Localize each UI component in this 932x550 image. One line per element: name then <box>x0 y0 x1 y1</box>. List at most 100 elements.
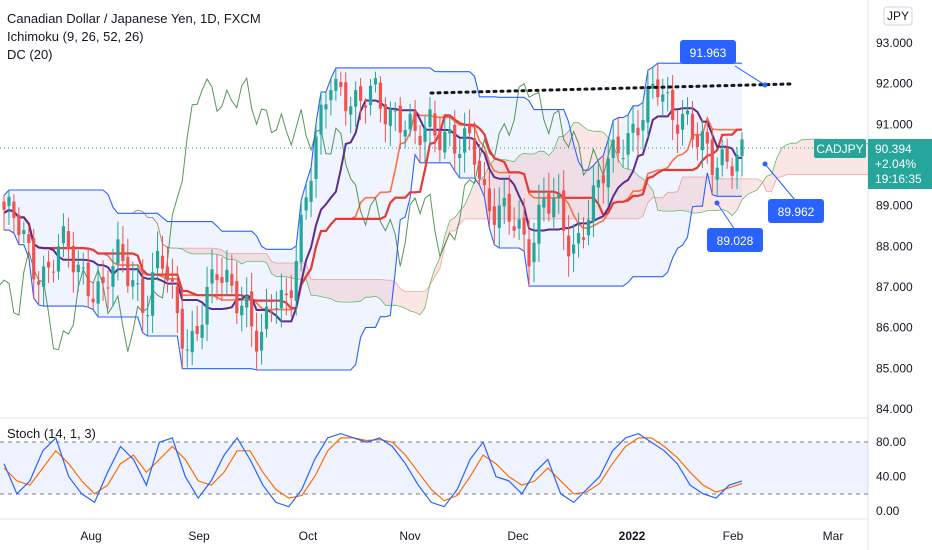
candle-body <box>195 326 199 335</box>
candle-body <box>235 280 239 314</box>
time-tick-label: Dec <box>507 529 528 543</box>
candle-body <box>309 180 313 202</box>
price-tick-label: 91.000 <box>876 117 913 131</box>
candle-body <box>131 280 135 287</box>
candle-body <box>497 205 501 228</box>
symbol-tag-box <box>814 139 866 158</box>
candle-body <box>571 244 576 254</box>
candle-body <box>542 197 546 208</box>
candle-body <box>279 289 283 309</box>
price-tick-label: 92.000 <box>876 77 913 91</box>
indicator-ichimoku-label[interactable]: Ichimoku (9, 26, 52, 26) <box>7 29 144 44</box>
callout-91963[interactable]: 91.963 <box>680 40 736 64</box>
candle-body <box>116 239 120 264</box>
stoch-title[interactable]: Stoch (14, 1, 3) <box>7 426 96 441</box>
price-tick-label: 88.000 <box>876 239 913 253</box>
candle-body <box>487 188 491 212</box>
candle-body <box>205 286 209 325</box>
candle-body <box>42 266 46 287</box>
currency-badge[interactable]: JPY <box>883 6 913 26</box>
candle-body <box>150 272 155 316</box>
candle-body <box>522 217 526 235</box>
callout-box <box>680 40 736 64</box>
callout-label: 89.028 <box>717 234 754 248</box>
candle-body <box>631 123 635 133</box>
chikou-span-line <box>0 76 614 352</box>
candle-body <box>250 291 254 327</box>
candle-body <box>210 269 214 284</box>
senkou-span-a-line <box>132 122 871 316</box>
candle-body <box>141 278 145 313</box>
candle-body <box>136 283 140 285</box>
price-tick-label: 89.000 <box>876 199 913 213</box>
candle-body <box>175 286 179 314</box>
candle-body <box>646 87 650 123</box>
candle-body <box>349 106 353 115</box>
time-axis-ticks: Aug Sep Oct Nov Dec 2022 Feb Mar <box>80 529 843 543</box>
candle-body <box>155 250 160 269</box>
candle-body <box>368 85 373 106</box>
candle-body <box>12 201 16 218</box>
candle-body <box>507 193 511 222</box>
candle-body <box>438 130 442 151</box>
candle-body <box>91 298 95 303</box>
candle-body <box>264 306 269 329</box>
stoch-k-line <box>3 432 743 508</box>
price-tick-label: 87.000 <box>876 280 913 294</box>
callout-label: 89.962 <box>778 205 815 219</box>
candle-body <box>676 124 680 134</box>
price-tick-label: 86.000 <box>876 321 913 335</box>
indicator-lines <box>0 62 871 371</box>
candle-body <box>339 82 343 88</box>
symbol-price-tag[interactable]: CADJPY 90.394 +2.04% 19:16:35 <box>814 139 932 189</box>
candle-body <box>403 129 407 137</box>
candle-body <box>37 281 41 285</box>
candle-body <box>453 124 457 154</box>
candle-body <box>32 238 36 280</box>
candle-body <box>715 167 719 180</box>
candle-body <box>324 104 328 110</box>
candle-body <box>299 214 303 263</box>
candle-body <box>690 113 695 140</box>
candle-body <box>245 295 249 308</box>
candle-body <box>7 196 11 207</box>
candle-body <box>304 197 308 211</box>
candle-body <box>448 129 452 134</box>
candle-body <box>621 158 625 160</box>
candle-body <box>393 110 397 112</box>
candle-body <box>106 287 110 289</box>
candle-body <box>601 175 605 184</box>
change-label: +2.04% <box>875 157 916 171</box>
donchian-upper-line <box>3 62 742 250</box>
callout-89028[interactable]: 89.028 <box>707 228 763 252</box>
candle-body <box>616 136 620 154</box>
kijun-sen-line <box>3 114 742 310</box>
senkou-span-b-line <box>132 174 871 292</box>
candle-body <box>220 277 224 283</box>
candle-body <box>740 139 744 157</box>
last-price-label: 90.394 <box>875 142 912 156</box>
stoch-tick-label: 40.00 <box>876 470 906 484</box>
indicator-dc-label[interactable]: DC (20) <box>7 47 53 62</box>
time-tick-label: Nov <box>399 529 420 543</box>
candle-body <box>685 110 690 115</box>
candle-body <box>388 109 392 126</box>
candle-body <box>240 305 244 316</box>
candle-body <box>700 131 704 151</box>
candle-body <box>720 149 724 166</box>
countdown-label: 19:16:35 <box>875 172 922 186</box>
candle-body <box>576 233 581 244</box>
stoch-band <box>0 442 868 494</box>
candle-body <box>259 331 264 351</box>
candle-body <box>651 83 655 89</box>
currency-badge-box <box>883 6 913 26</box>
candle-body <box>512 226 516 231</box>
candle-body <box>160 255 165 269</box>
candle-body <box>537 204 541 244</box>
callout-89962[interactable]: 89.962 <box>768 199 824 223</box>
candle-body <box>86 262 90 297</box>
stoch-series <box>3 432 743 508</box>
candle-body <box>363 105 368 108</box>
candle-body <box>591 185 596 222</box>
